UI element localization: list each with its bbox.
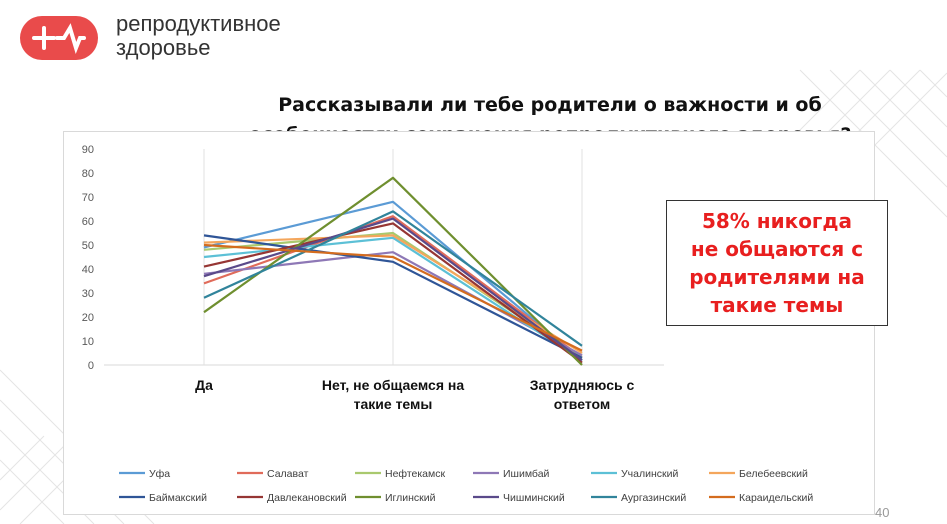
y-tick-label: 60 <box>82 216 94 228</box>
x-category-label: Нет, не общаемся на такие темы <box>322 377 464 412</box>
series-line <box>203 243 583 352</box>
callout-text: 58% никогда не общаются с родителями на … <box>689 209 865 317</box>
series-line <box>203 222 583 364</box>
x-category-label-line: Да <box>195 377 213 393</box>
y-tick-label: 90 <box>82 144 94 156</box>
legend-label: Аургазинский <box>621 492 686 504</box>
legend-label: Ишимбай <box>503 468 550 480</box>
x-category-label: Да <box>195 377 213 393</box>
legend-label: Давлекановский <box>267 492 347 504</box>
legend-label: Иглинский <box>385 492 436 504</box>
legend-label: Нефтекамск <box>385 468 445 480</box>
y-tick-label: 40 <box>82 264 94 276</box>
x-category-label-line: Затрудняюсь с <box>530 377 635 393</box>
legend-label: Уфа <box>149 468 170 480</box>
y-tick-label: 10 <box>82 336 94 348</box>
series-line <box>203 215 583 359</box>
plus-arrow-logo-icon <box>20 16 98 60</box>
x-category-label-line: Нет, не общаемся на <box>322 377 464 393</box>
y-tick-label: 50 <box>82 240 94 252</box>
brand-name: репродуктивное здоровье <box>116 11 281 60</box>
slide-title-line-1: Рассказывали ли тебе родители о важности… <box>278 94 822 116</box>
y-tick-label: 30 <box>82 288 94 300</box>
callout-box: 58% никогда не общаются с родителями на … <box>666 200 888 326</box>
y-tick-label: 70 <box>82 192 94 204</box>
legend-label: Учалинский <box>621 468 678 480</box>
line-chart: 0 10 20 30 40 50 60 70 80 90 Да Нет, не общаемся на… <box>82 144 814 504</box>
x-category-label-line: такие темы <box>354 396 433 412</box>
legend-label: Баймакский <box>149 492 207 504</box>
y-tick-label: 0 <box>88 360 94 372</box>
legend-label: Караидельский <box>739 492 813 504</box>
y-tick-label: 80 <box>82 168 94 180</box>
x-category-label-line: ответом <box>554 396 610 412</box>
legend-label: Чишминский <box>503 492 565 504</box>
legend-label: Салават <box>267 468 309 480</box>
series-line <box>203 217 583 362</box>
legend-label: Белебеевский <box>739 468 808 480</box>
page-number: 40 <box>875 505 890 520</box>
x-category-label: Затрудняюсь с ответом <box>530 377 635 412</box>
brand-logo: репродуктивное здоровье <box>20 11 320 60</box>
series-line <box>203 210 583 347</box>
series-line <box>203 176 583 366</box>
y-tick-label: 20 <box>82 312 94 324</box>
series-line <box>203 234 583 359</box>
series-line <box>203 200 583 362</box>
